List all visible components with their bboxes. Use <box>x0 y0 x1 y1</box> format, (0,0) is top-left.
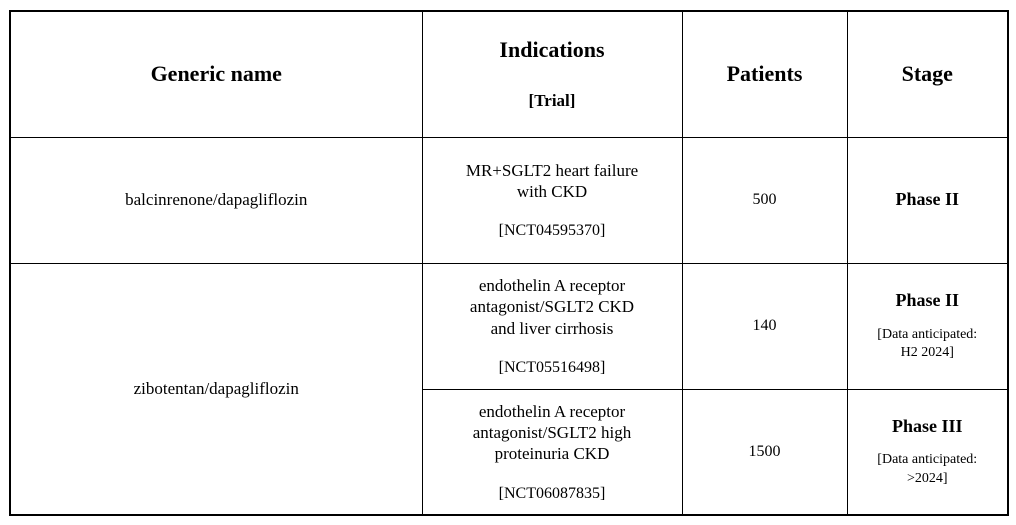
stage-note: [Data anticipated: H2 2024] <box>877 326 978 360</box>
indication-text: endothelin A receptor antagonist/SGLT2 C… <box>469 276 635 338</box>
phase-label: Phase II <box>895 189 959 210</box>
indication-text: MR+SGLT2 heart failure with CKD <box>465 160 639 201</box>
header-stage-label: Stage <box>901 61 953 87</box>
table-row-balcinrenone: balcinrenone/dapagliflozin MR+SGLT2 hear… <box>9 136 1009 264</box>
header-patients: Patients <box>681 10 848 138</box>
table-row-zibotentan-cirrhosis: zibotentan/dapagliflozin endothelin A re… <box>9 262 1009 516</box>
patients-cell: 140 <box>681 262 848 390</box>
patients-cell: 1500 <box>681 388 848 516</box>
header-indications: Indications [Trial] <box>421 10 683 138</box>
clinical-trials-table: Generic name Indications [Trial] Patient… <box>9 10 1009 516</box>
header-stage: Stage <box>846 10 1009 138</box>
indication-cell: endothelin A receptor antagonist/SGLT2 h… <box>421 388 683 516</box>
phase-label: Phase II <box>895 290 959 311</box>
stage-cell: Phase II <box>846 136 1009 264</box>
trial-id: [NCT06087835] <box>498 484 606 502</box>
trial-id: [NCT05516498] <box>498 358 606 376</box>
header-generic-name: Generic name <box>9 10 423 138</box>
patients-cell: 500 <box>681 136 848 264</box>
generic-name-cell: balcinrenone/dapagliflozin <box>9 136 423 264</box>
stage-cell: Phase II [Data anticipated: H2 2024] <box>846 262 1009 390</box>
header-generic-name-label: Generic name <box>150 61 282 87</box>
generic-name-cell: zibotentan/dapagliflozin <box>9 262 423 516</box>
indication-cell: endothelin A receptor antagonist/SGLT2 C… <box>421 262 683 390</box>
stage-cell: Phase III [Data anticipated: >2024] <box>846 388 1009 516</box>
indication-cell: MR+SGLT2 heart failure with CKD [NCT0459… <box>421 136 683 264</box>
indication-text: endothelin A receptor antagonist/SGLT2 h… <box>472 401 632 464</box>
phase-label: Phase III <box>891 415 963 436</box>
trial-id: [NCT04595370] <box>498 222 606 240</box>
header-row: Generic name Indications [Trial] Patient… <box>9 10 1009 138</box>
table-row-zibotentan-proteinuria: endothelin A receptor antagonist/SGLT2 h… <box>10 388 1009 516</box>
header-indications-label: Indications <box>499 37 605 63</box>
header-patients-label: Patients <box>726 61 803 87</box>
stage-note: [Data anticipated: >2024] <box>877 452 978 486</box>
header-trial-sublabel: [Trial] <box>528 91 576 111</box>
